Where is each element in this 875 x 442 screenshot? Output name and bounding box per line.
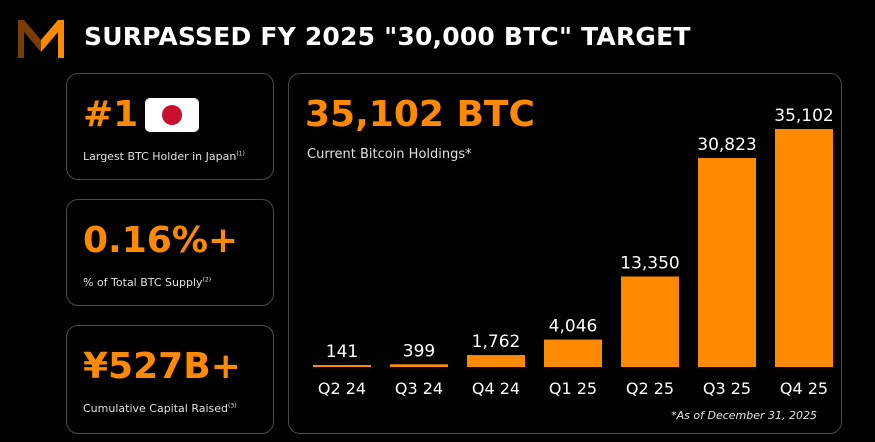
footnote-marker: (2) xyxy=(202,276,212,284)
stat-card-capital: ¥527B+ Cumulative Capital Raised(3) xyxy=(66,325,274,434)
japan-flag-icon xyxy=(145,98,199,132)
bar-q4-25 xyxy=(775,129,833,367)
bar-value-label: 399 xyxy=(403,341,435,361)
supply-value: 0.16%+ xyxy=(83,220,239,261)
bar-value-label: 141 xyxy=(326,342,358,362)
bar-value-label: 35,102 xyxy=(774,106,833,126)
bar-value-label: 13,350 xyxy=(620,253,679,273)
x-tick-label: Q4 24 xyxy=(472,379,520,398)
bar-q3-25 xyxy=(698,158,756,367)
bar-q2-25 xyxy=(621,276,679,367)
capital-value: ¥527B+ xyxy=(83,346,241,387)
holdings-chart-panel: 35,102 BTC Current Bitcoin Holdings* 141… xyxy=(288,73,842,434)
bar-q2-24 xyxy=(313,365,371,367)
page-title: SURPASSED FY 2025 "30,000 BTC" TARGET xyxy=(84,22,691,51)
x-tick-label: Q4 25 xyxy=(780,379,828,398)
rank-label: Largest BTC Holder in Japan(1) xyxy=(83,150,245,163)
rank-value: #1 xyxy=(83,94,139,135)
x-tick-label: Q2 25 xyxy=(626,379,674,398)
capital-label: Cumulative Capital Raised(3) xyxy=(83,402,237,415)
x-tick-label: Q1 25 xyxy=(549,379,597,398)
stat-card-supply: 0.16%+ % of Total BTC Supply(2) xyxy=(66,199,274,306)
footnote-marker: (3) xyxy=(228,402,237,410)
bar-value-label: 4,046 xyxy=(549,317,598,337)
bar-value-label: 30,823 xyxy=(697,135,756,155)
supply-label: % of Total BTC Supply(2) xyxy=(83,276,212,289)
bar-value-label: 1,762 xyxy=(472,332,521,352)
x-tick-label: Q2 24 xyxy=(318,379,366,398)
x-tick-label: Q3 24 xyxy=(395,379,443,398)
x-tick-label: Q3 25 xyxy=(703,379,751,398)
bar-q4-24 xyxy=(467,355,525,367)
stat-card-rank: #1 Largest BTC Holder in Japan(1) xyxy=(66,73,274,180)
holdings-value: 35,102 BTC xyxy=(305,94,535,135)
bar-q1-25 xyxy=(544,339,602,367)
holdings-label: Current Bitcoin Holdings* xyxy=(307,147,472,162)
holdings-bar-chart: 141 Q2 24 399 Q3 24 1,762 Q4 24 4,046 Q1 25 13,3… xyxy=(313,106,834,398)
bar-q3-24 xyxy=(390,364,448,367)
footnote: *As of December 31, 2025 xyxy=(671,409,817,422)
footnote-marker: (1) xyxy=(236,150,245,158)
metaplanet-m-logo-icon xyxy=(18,20,64,58)
